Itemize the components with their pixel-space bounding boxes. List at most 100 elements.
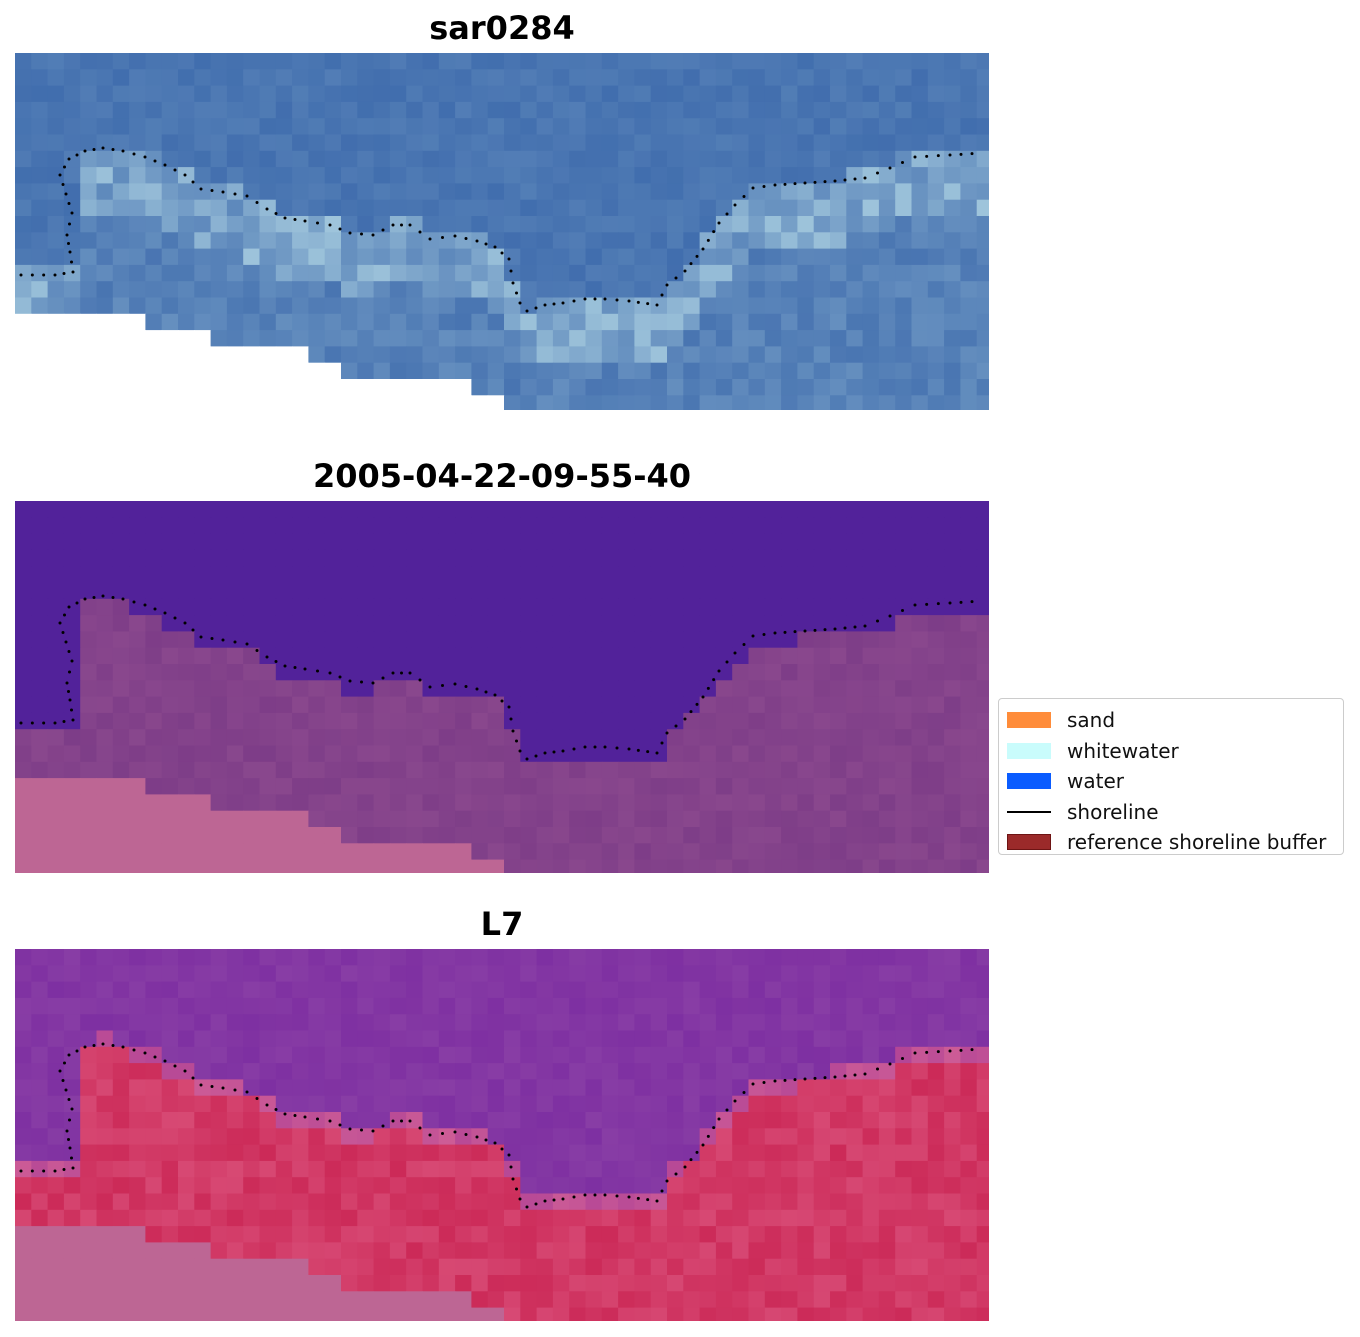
raster-cell <box>471 1209 489 1227</box>
raster-cell <box>715 199 733 217</box>
raster-cell <box>389 827 407 844</box>
raster-cell <box>406 346 423 364</box>
raster-cell <box>683 1046 701 1064</box>
raster-cell <box>601 1226 619 1243</box>
raster-cell <box>389 1291 407 1309</box>
raster-cell <box>292 1291 309 1309</box>
raster-cell <box>487 1258 505 1276</box>
raster-cell <box>715 281 733 298</box>
raster-cell <box>96 843 114 861</box>
raster-cell <box>536 248 554 266</box>
raster-cell <box>618 761 635 779</box>
raster-cell <box>715 664 733 681</box>
raster-cell <box>455 395 472 410</box>
raster-cell <box>927 53 945 70</box>
raster-cell <box>813 1030 831 1048</box>
raster-cell <box>911 1112 929 1129</box>
raster-cell <box>699 53 717 70</box>
raster-cell <box>748 598 766 616</box>
raster-cell <box>275 794 293 812</box>
shoreline-point <box>381 228 385 232</box>
raster-cell <box>210 517 228 535</box>
raster-cell <box>781 549 798 567</box>
shoreline-point <box>511 1177 515 1181</box>
shoreline-point <box>210 189 214 192</box>
raster-cell <box>112 379 130 396</box>
raster-cell <box>471 794 489 812</box>
raster-cell <box>259 664 277 681</box>
raster-cell <box>699 566 717 583</box>
raster-cell <box>878 712 896 730</box>
shoreline-point <box>70 260 73 264</box>
raster-cell <box>911 1063 929 1080</box>
raster-cell <box>764 745 782 763</box>
raster-cell <box>650 712 668 730</box>
raster-cell <box>683 549 701 567</box>
raster-cell <box>194 167 212 184</box>
raster-cell <box>129 395 146 410</box>
raster-cell <box>31 281 49 298</box>
raster-cell <box>178 631 195 649</box>
raster-cell <box>226 1095 244 1113</box>
raster-cell <box>944 598 961 616</box>
raster-cell <box>927 778 945 795</box>
raster-cell <box>927 85 945 103</box>
raster-cell <box>226 69 244 87</box>
raster-cell <box>846 1046 864 1064</box>
raster-cell <box>324 712 342 730</box>
raster-cell <box>634 69 652 87</box>
raster-cell <box>536 517 554 535</box>
raster-cell <box>976 1014 989 1031</box>
raster-cell <box>243 1193 260 1211</box>
raster-cell <box>911 216 929 233</box>
shoreline-point <box>408 223 412 227</box>
raster-cell <box>243 1063 260 1080</box>
raster-cell <box>15 85 32 103</box>
raster-cell <box>552 118 570 135</box>
raster-cell <box>112 1095 130 1113</box>
raster-cell <box>292 680 309 698</box>
shoreline-point <box>62 1168 66 1171</box>
raster-cell <box>878 949 896 966</box>
raster-cell <box>830 696 847 714</box>
raster-cell <box>748 216 766 233</box>
raster-cell <box>764 248 782 266</box>
shoreline-point <box>665 283 669 287</box>
raster-cell <box>389 761 407 779</box>
shoreline-point <box>348 1127 352 1131</box>
raster-cell <box>944 997 961 1015</box>
raster-cell <box>178 1160 195 1178</box>
raster-cell <box>536 232 554 250</box>
shoreline-point <box>936 602 940 606</box>
raster-cell <box>243 362 260 380</box>
raster-cell <box>275 647 293 665</box>
raster-cell <box>781 1160 798 1178</box>
raster-cell <box>667 199 684 217</box>
raster-cell <box>944 859 961 873</box>
raster-cell <box>601 843 619 861</box>
raster-cell <box>536 696 554 714</box>
raster-cell <box>569 1177 586 1194</box>
raster-cell <box>275 631 293 649</box>
raster-cell <box>194 1193 212 1211</box>
raster-cell <box>846 216 864 233</box>
raster-cell <box>341 549 358 567</box>
raster-cell <box>634 150 652 168</box>
raster-cell <box>161 1291 179 1309</box>
raster-cell <box>406 696 423 714</box>
raster-cell <box>259 1242 277 1260</box>
raster-cell <box>96 745 114 763</box>
raster-cell <box>161 330 179 347</box>
raster-cell <box>520 264 538 282</box>
raster-cell <box>797 533 815 551</box>
raster-cell <box>862 281 880 298</box>
raster-cell <box>797 1275 815 1292</box>
raster-cell <box>194 1242 212 1260</box>
raster-cell <box>585 101 603 119</box>
raster-cell <box>781 647 798 665</box>
raster-cell <box>422 549 440 567</box>
raster-cell <box>569 598 586 616</box>
raster-cell <box>911 264 929 282</box>
raster-cell <box>569 712 586 730</box>
raster-cell <box>63 1307 81 1321</box>
